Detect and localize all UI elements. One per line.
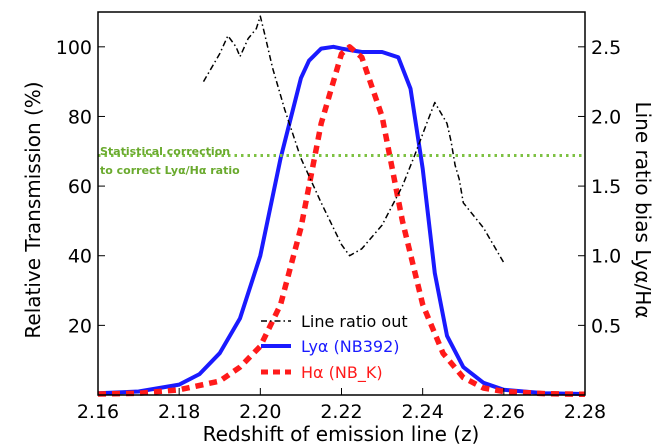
annotation-line-1: Statistical correction (100, 145, 230, 158)
annotation-line-2: to correct Lyα/Hα ratio (100, 164, 240, 177)
legend-label-lya: Lyα (NB392) (301, 337, 400, 356)
x-tick-label: 2.16 (77, 401, 119, 423)
x-tick-label: 2.28 (564, 401, 606, 423)
y-right-tick-label: 0.5 (591, 315, 621, 337)
y-axis-right-label: Line ratio bias Lyα/Hα (631, 101, 655, 318)
series-line-0 (97, 44, 586, 396)
y-right-tick-label: 1.5 (591, 176, 621, 198)
y-left-tick-label: 100 (56, 37, 92, 59)
y-right-tick-label: 2.5 (591, 37, 621, 59)
axis-ticks: 2.16 2.18 2.20 2.22 2.24 2.26 2.28 20 40 60 80 100 0… (56, 37, 621, 423)
y-left-tick-label: 80 (68, 106, 92, 128)
series-line-1 (97, 44, 586, 398)
legend-label-ha: Hα (NB_K) (301, 363, 383, 383)
series-line-2 (202, 15, 505, 264)
y-right-tick-label: 2.0 (591, 106, 621, 128)
annotation: Statistical correction to correct Lyα/Hα… (100, 145, 240, 177)
x-tick-label: 2.24 (402, 401, 444, 423)
y-right-tick-label: 1.0 (591, 246, 621, 268)
y-left-tick-label: 40 (68, 246, 92, 268)
x-axis-label: Redshift of emission line (z) (203, 422, 480, 446)
x-tick-label: 2.20 (239, 401, 281, 423)
x-tick-label: 2.18 (158, 401, 200, 423)
x-tick-label: 2.22 (320, 401, 362, 423)
x-tick-label: 2.26 (483, 401, 525, 423)
plot-curves (97, 15, 586, 398)
legend-label-ratio: Line ratio out (301, 312, 408, 331)
y-left-tick-label: 20 (68, 315, 92, 337)
y-left-tick-label: 60 (68, 176, 92, 198)
legend: Line ratio out Lyα (NB392) Hα (NB_K) (261, 312, 408, 383)
y-axis-left-label: Relative Transmission (%) (21, 81, 45, 338)
